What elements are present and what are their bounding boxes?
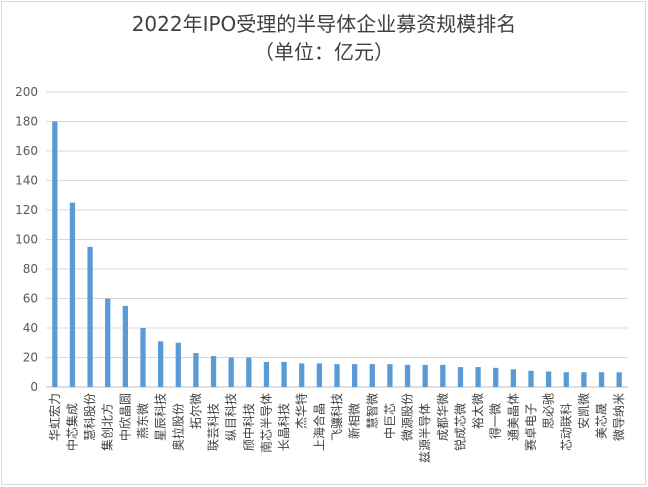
bar — [52, 121, 58, 387]
x-tick-label: 颀中科技 — [241, 403, 256, 451]
bar — [193, 353, 199, 387]
bar — [228, 357, 234, 387]
x-tick-label: 安凯微 — [576, 393, 591, 429]
x-axis: 华虹宏力 中芯集成 慧科股份 集创北方 中欣晶圆 燕东微 星辰科技 奥拉股份 拓尔微 联芸科技 纵目… — [47, 393, 626, 463]
x-tick-label: 思必驰 — [542, 393, 556, 429]
bar — [422, 364, 428, 387]
x-tick-label: 华虹宏力 — [47, 393, 62, 441]
x-tick-label: 拓尔微 — [188, 393, 203, 429]
y-axis: 0 20 40 60 80 100 120 140 160 180 200 — [15, 85, 38, 394]
y-tick-label: 180 — [15, 115, 38, 129]
bar — [157, 341, 164, 387]
x-tick-label: 芯动联科 — [559, 403, 573, 451]
bar — [510, 369, 517, 387]
bar — [581, 372, 587, 387]
bar — [440, 364, 446, 387]
bar — [263, 361, 270, 387]
x-tick-label: 飞骧科技 — [329, 393, 344, 441]
bar — [334, 364, 340, 387]
gridlines — [46, 91, 628, 388]
x-tick-label: 微导纳米 — [612, 393, 626, 441]
x-tick-label: 慧智微 — [364, 393, 379, 429]
bar — [316, 363, 323, 387]
y-tick-label: 80 — [23, 262, 38, 276]
bar — [369, 364, 375, 387]
bar — [493, 367, 499, 387]
bar — [246, 357, 252, 387]
y-tick-label: 0 — [30, 380, 38, 394]
x-tick-label: 中芯集成 — [64, 403, 79, 451]
bar — [122, 305, 129, 387]
bar — [545, 371, 552, 387]
bar — [475, 367, 481, 387]
bar — [210, 356, 217, 387]
x-tick-label: 长晶科技 — [277, 403, 291, 451]
bar — [616, 372, 622, 387]
y-tick-label: 60 — [23, 292, 38, 306]
y-tick-label: 200 — [15, 85, 38, 99]
x-tick-label: 纵目科技 — [224, 393, 238, 441]
x-tick-label: 兹源半导体 — [418, 403, 432, 463]
x-tick-label: 新相微 — [347, 403, 362, 439]
y-tick-label: 120 — [15, 203, 38, 217]
bar — [105, 298, 111, 387]
bar — [457, 367, 464, 387]
bar — [87, 246, 93, 387]
bar — [387, 364, 393, 387]
bar — [281, 361, 287, 387]
bar — [299, 363, 305, 387]
bar — [175, 342, 181, 387]
x-tick-label: 通美晶体 — [506, 393, 520, 441]
bar — [140, 328, 146, 387]
x-tick-label: 赛卓电子 — [523, 403, 538, 451]
x-tick-label: 集创北方 — [100, 403, 115, 451]
y-tick-label: 40 — [23, 321, 38, 335]
x-tick-label: 裕太微 — [470, 393, 485, 429]
x-tick-label: 中欣晶圆 — [117, 393, 132, 441]
x-tick-label: 燕东微 — [136, 403, 150, 439]
bars — [52, 121, 622, 387]
x-tick-label: 得一微 — [488, 403, 503, 439]
bar — [69, 202, 76, 387]
x-tick-label: 锐成芯微 — [453, 403, 467, 451]
y-tick-label: 140 — [15, 174, 38, 188]
bar — [404, 364, 411, 387]
x-tick-label: 南芯半导体 — [258, 393, 273, 453]
x-tick-label: 奥拉股份 — [170, 403, 185, 451]
x-tick-label: 微源股份 — [401, 393, 415, 441]
y-tick-label: 160 — [15, 144, 38, 158]
x-tick-label: 慧科股份 — [82, 393, 97, 441]
bar — [351, 364, 358, 387]
bar — [598, 372, 605, 387]
x-tick-label: 杰华特 — [294, 393, 309, 429]
bar — [528, 370, 534, 387]
x-tick-label: 星辰科技 — [154, 393, 168, 441]
y-tick-label: 20 — [23, 351, 38, 365]
chart-title: 2022年IPO受理的半导体企业募资规模排名 — [131, 12, 517, 36]
chart-subtitle: （单位：亿元） — [254, 40, 394, 64]
x-tick-label: 美芯晟 — [595, 403, 609, 439]
x-tick-label: 成都华微 — [436, 393, 450, 441]
x-tick-label: 上海合晶 — [311, 403, 326, 451]
x-tick-label: 联芸科技 — [207, 403, 221, 451]
bar — [563, 372, 569, 387]
x-tick-label: 中巨芯 — [382, 403, 397, 439]
y-tick-label: 100 — [15, 233, 38, 247]
